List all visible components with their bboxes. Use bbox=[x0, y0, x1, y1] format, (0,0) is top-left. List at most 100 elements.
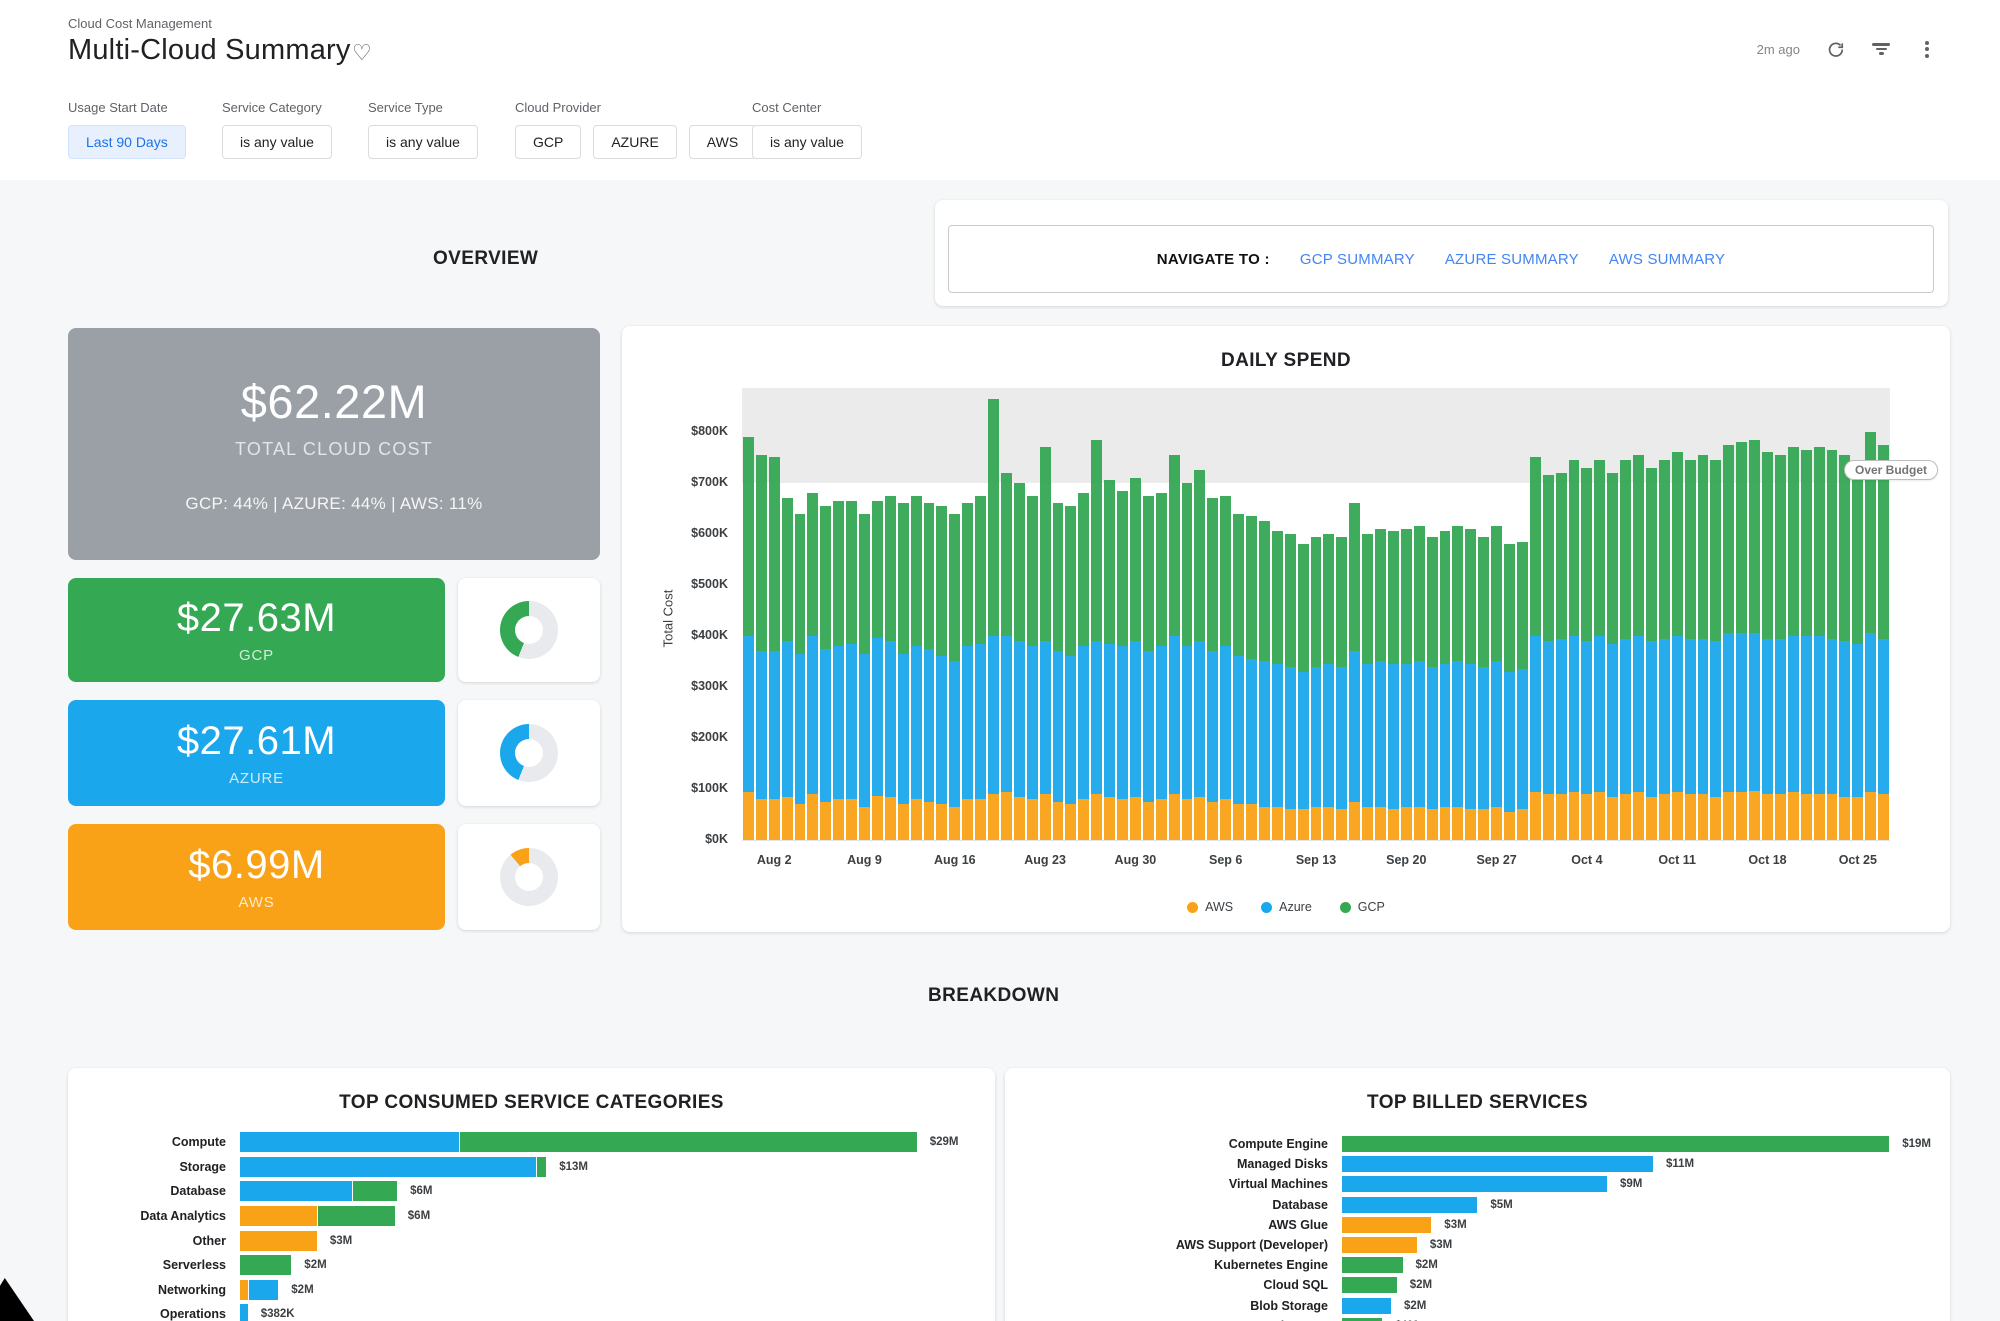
daily-bar[interactable] bbox=[1194, 470, 1206, 840]
daily-bar[interactable] bbox=[1052, 503, 1064, 840]
daily-bar[interactable] bbox=[1310, 536, 1322, 840]
daily-bar[interactable] bbox=[1452, 526, 1464, 840]
daily-bar[interactable] bbox=[1607, 472, 1619, 840]
daily-bar[interactable] bbox=[1671, 452, 1683, 840]
daily-bar[interactable] bbox=[743, 437, 754, 840]
filter-chip-any-value[interactable]: is any value bbox=[368, 125, 478, 159]
daily-bar[interactable] bbox=[1684, 459, 1696, 840]
daily-bar[interactable] bbox=[1142, 495, 1154, 840]
daily-bar[interactable] bbox=[1258, 521, 1270, 840]
daily-bar[interactable] bbox=[1774, 454, 1786, 840]
daily-bar[interactable] bbox=[1529, 457, 1541, 840]
daily-bar[interactable] bbox=[807, 493, 819, 840]
daily-bar[interactable] bbox=[1581, 467, 1593, 840]
azure-bar-segment[interactable] bbox=[240, 1156, 536, 1177]
filter-chip-gcp[interactable]: GCP bbox=[515, 125, 582, 159]
aws-bar-segment[interactable] bbox=[1342, 1216, 1432, 1233]
gcp-bar-segment[interactable] bbox=[1342, 1277, 1397, 1294]
daily-bar[interactable] bbox=[1736, 442, 1748, 840]
daily-bar[interactable] bbox=[1710, 459, 1722, 840]
legend-item-gcp[interactable]: GCP bbox=[1339, 900, 1385, 914]
gcp-bar-segment[interactable] bbox=[352, 1181, 398, 1202]
daily-bar[interactable] bbox=[1207, 498, 1219, 840]
daily-bar[interactable] bbox=[1104, 480, 1116, 840]
daily-bar[interactable] bbox=[884, 495, 896, 840]
daily-bar[interactable] bbox=[1878, 444, 1889, 840]
daily-bar[interactable] bbox=[1865, 431, 1877, 840]
daily-bar[interactable] bbox=[1504, 544, 1515, 840]
kebab-menu-icon[interactable] bbox=[1916, 38, 1938, 60]
azure-bar-segment[interactable] bbox=[1342, 1297, 1391, 1314]
aws-bar-segment[interactable] bbox=[240, 1279, 249, 1300]
daily-bar[interactable] bbox=[1091, 439, 1103, 841]
daily-bar[interactable] bbox=[1568, 459, 1580, 840]
daily-bar[interactable] bbox=[923, 503, 935, 840]
azure-bar-segment[interactable] bbox=[240, 1181, 352, 1202]
daily-bar[interactable] bbox=[781, 498, 793, 840]
daily-bar[interactable] bbox=[820, 505, 832, 840]
daily-bar[interactable] bbox=[1155, 493, 1167, 840]
daily-bar[interactable] bbox=[1723, 444, 1735, 840]
daily-bar[interactable] bbox=[1323, 533, 1335, 840]
breadcrumb[interactable]: Cloud Cost Management bbox=[68, 16, 212, 31]
link-gcp-summary[interactable]: GCP SUMMARY bbox=[1299, 250, 1415, 268]
daily-bar[interactable] bbox=[1336, 536, 1348, 841]
daily-bar[interactable] bbox=[1413, 526, 1425, 840]
azure-bar-segment[interactable] bbox=[1342, 1196, 1478, 1213]
daily-bar[interactable] bbox=[1000, 472, 1012, 840]
daily-bar[interactable] bbox=[1297, 544, 1309, 840]
daily-bar[interactable] bbox=[975, 495, 987, 840]
gcp-bar-segment[interactable] bbox=[240, 1255, 292, 1276]
daily-bar[interactable] bbox=[1787, 447, 1799, 840]
azure-bar-segment[interactable] bbox=[1342, 1156, 1653, 1173]
daily-bar[interactable] bbox=[1284, 533, 1296, 840]
daily-bar[interactable] bbox=[1439, 531, 1451, 840]
gcp-bar-segment[interactable] bbox=[1342, 1257, 1403, 1274]
daily-bar[interactable] bbox=[897, 503, 909, 840]
legend-item-azure[interactable]: Azure bbox=[1261, 900, 1312, 914]
favorite-heart-icon[interactable]: ♡ bbox=[352, 40, 372, 65]
daily-bar[interactable] bbox=[1181, 482, 1193, 840]
daily-bar[interactable] bbox=[1039, 447, 1051, 840]
daily-bar[interactable] bbox=[1555, 472, 1567, 840]
filter-icon[interactable] bbox=[1870, 38, 1892, 60]
daily-bar[interactable] bbox=[846, 500, 858, 840]
azure-bar-segment[interactable] bbox=[240, 1304, 248, 1321]
azure-bar-segment[interactable] bbox=[249, 1279, 279, 1300]
daily-bar[interactable] bbox=[1658, 459, 1670, 840]
daily-bar[interactable] bbox=[1542, 475, 1554, 840]
daily-bar[interactable] bbox=[1620, 459, 1631, 840]
daily-bar[interactable] bbox=[1697, 454, 1709, 840]
filter-chip-aws[interactable]: AWS bbox=[688, 125, 757, 159]
daily-bar[interactable] bbox=[1375, 528, 1386, 840]
azure-bar-segment[interactable] bbox=[240, 1132, 459, 1153]
gcp-bar-segment[interactable] bbox=[1342, 1317, 1383, 1321]
aws-bar-segment[interactable] bbox=[240, 1206, 317, 1227]
filter-chip-any-value[interactable]: is any value bbox=[222, 125, 332, 159]
daily-bar[interactable] bbox=[1645, 467, 1657, 840]
link-aws-summary[interactable]: AWS SUMMARY bbox=[1608, 250, 1726, 268]
refresh-icon[interactable] bbox=[1824, 38, 1846, 60]
gcp-bar-segment[interactable] bbox=[536, 1156, 547, 1177]
daily-bar[interactable] bbox=[1220, 495, 1232, 840]
filter-chip-last-90-days[interactable]: Last 90 Days bbox=[68, 125, 186, 159]
daily-bar[interactable] bbox=[988, 398, 999, 840]
daily-bar[interactable] bbox=[962, 503, 974, 840]
azure-bar-segment[interactable] bbox=[1342, 1176, 1607, 1193]
daily-bar[interactable] bbox=[1271, 531, 1283, 840]
daily-bar[interactable] bbox=[1491, 526, 1503, 840]
daily-bar[interactable] bbox=[1349, 503, 1361, 840]
gcp-bar-segment[interactable] bbox=[1342, 1136, 1890, 1153]
daily-bar[interactable] bbox=[1594, 459, 1606, 840]
daily-bar[interactable] bbox=[871, 500, 883, 840]
daily-bar[interactable] bbox=[1800, 449, 1812, 840]
filter-chip-azure[interactable]: AZURE bbox=[593, 125, 677, 159]
daily-bar[interactable] bbox=[1633, 454, 1644, 840]
daily-bar[interactable] bbox=[1478, 536, 1490, 841]
daily-bar[interactable] bbox=[910, 495, 922, 840]
daily-bar[interactable] bbox=[1826, 449, 1838, 840]
aws-bar-segment[interactable] bbox=[240, 1230, 317, 1251]
daily-bar[interactable] bbox=[949, 513, 961, 841]
daily-bar[interactable] bbox=[1813, 447, 1825, 840]
daily-bar[interactable] bbox=[1400, 528, 1412, 840]
